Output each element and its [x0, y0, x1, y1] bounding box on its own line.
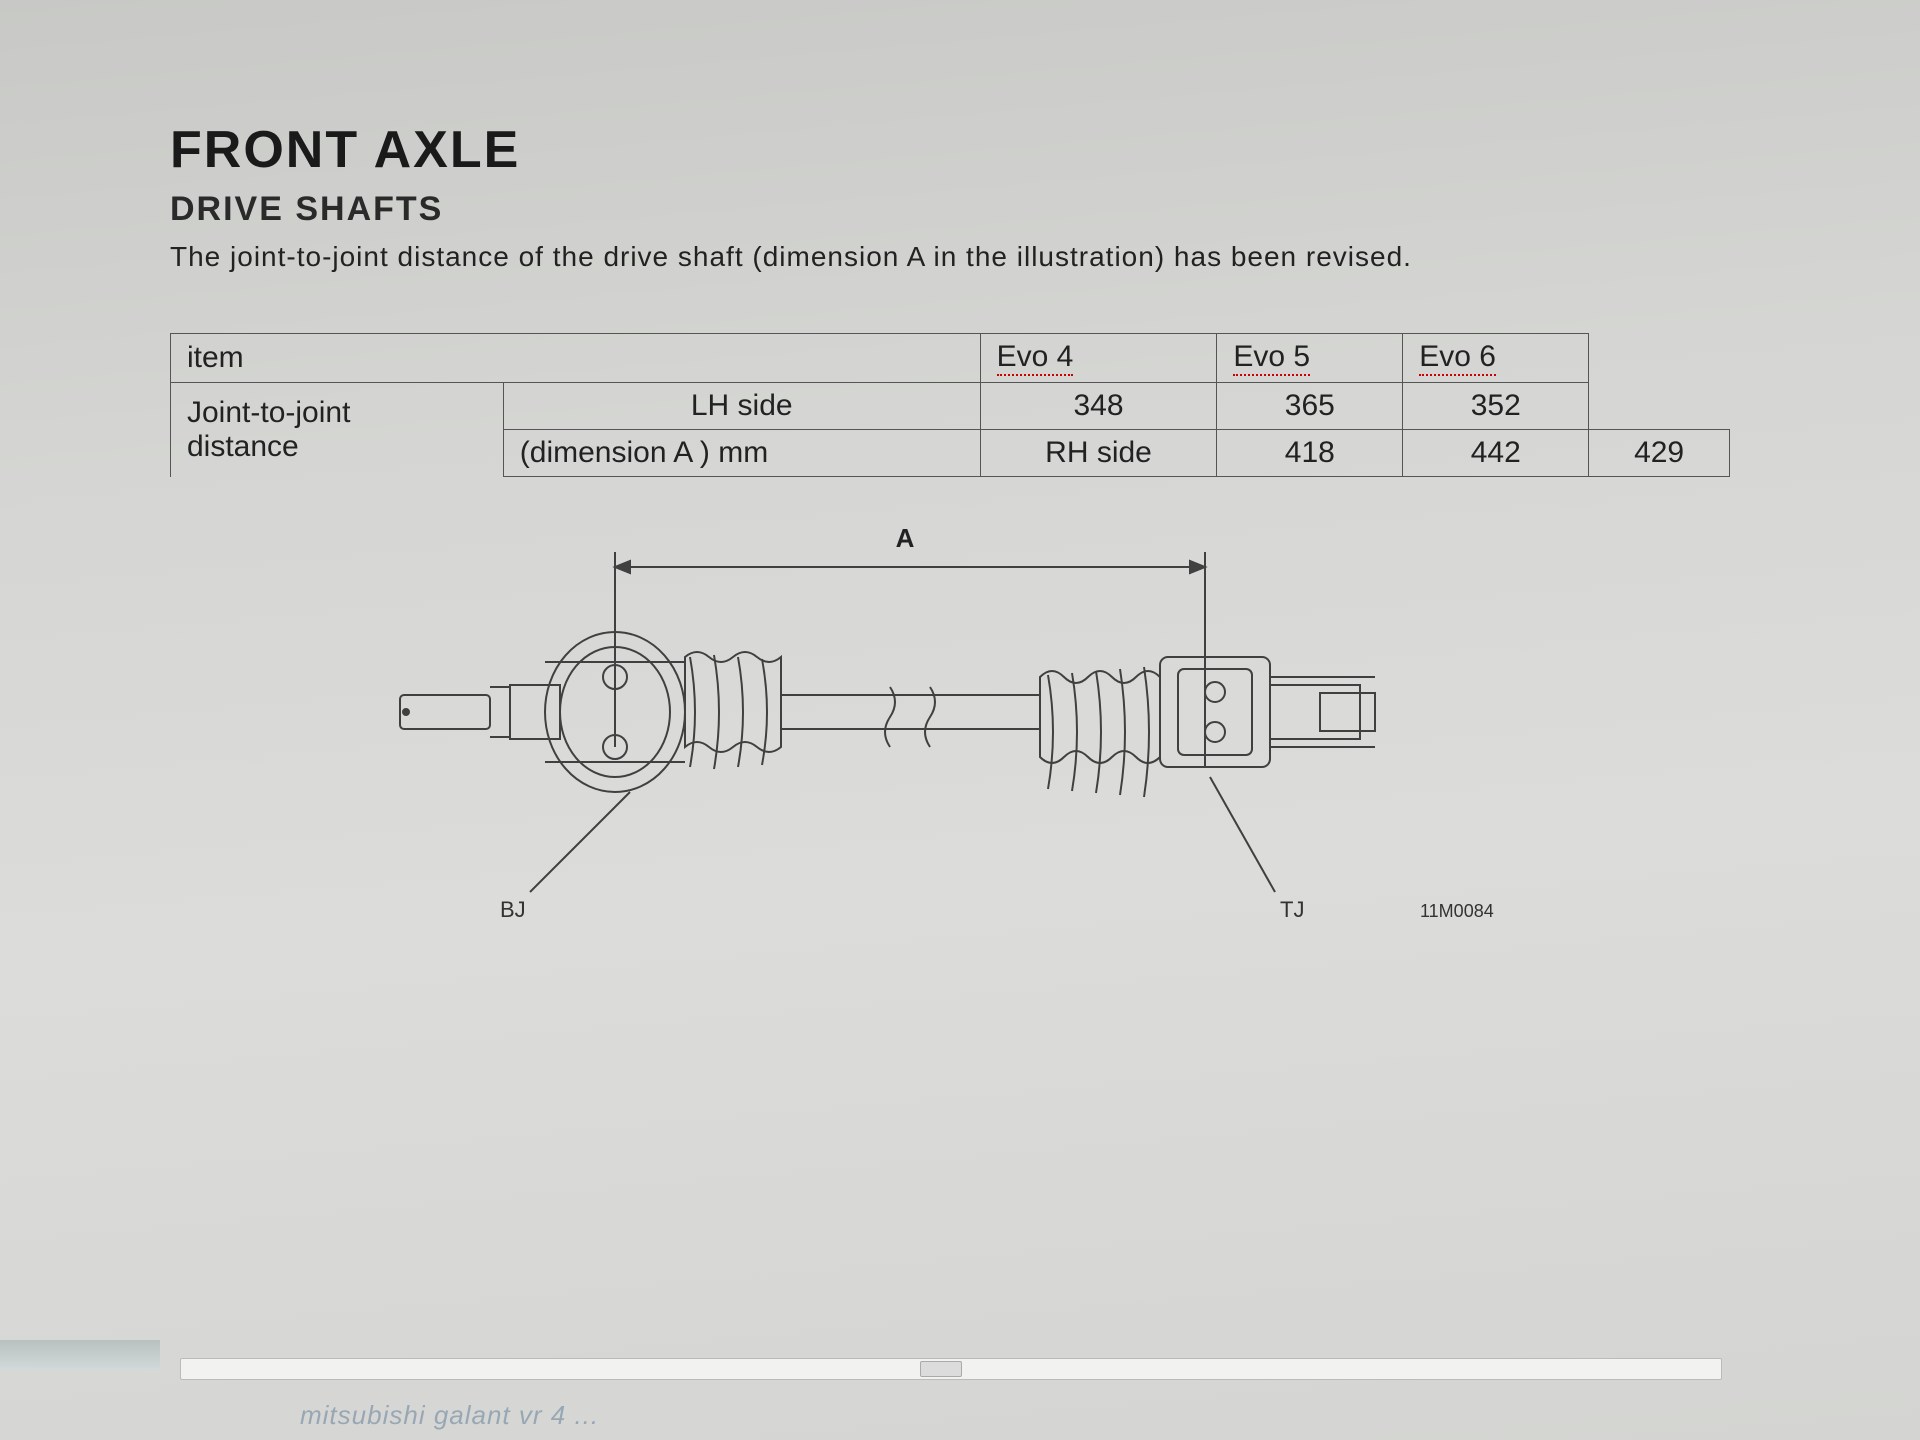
table-header-evo4: Evo 4 — [980, 334, 1217, 383]
drive-shaft-svg: A — [170, 497, 1730, 947]
table-cell: 365 — [1217, 383, 1403, 430]
intro-paragraph: The joint-to-joint distance of the drive… — [170, 241, 1770, 273]
table-header-evo5: Evo 5 — [1217, 334, 1403, 383]
content-area: FRONT AXLE DRIVE SHAFTS The joint-to-joi… — [170, 120, 1770, 947]
table-cell: 442 — [1403, 430, 1589, 477]
drive-shaft-diagram: A — [170, 497, 1730, 947]
document-page: FRONT AXLE DRIVE SHAFTS The joint-to-joi… — [0, 0, 1920, 1440]
table-cell: 348 — [980, 383, 1217, 430]
scrollbar-thumb[interactable] — [920, 1361, 962, 1377]
table-side-lh: LH side — [503, 383, 980, 430]
table-cell: 418 — [1217, 430, 1403, 477]
section-title: DRIVE SHAFTS — [170, 190, 1770, 229]
spec-table: item Evo 4 Evo 5 Evo 6 Joint-to-joint di… — [170, 333, 1730, 477]
page-title: FRONT AXLE — [170, 120, 1770, 180]
table-row-label-2: (dimension A ) mm — [503, 430, 980, 477]
tj-label: TJ — [1280, 897, 1304, 922]
table-row-label-1: Joint-to-joint distance — [171, 383, 504, 477]
dimension-a-label: A — [896, 523, 915, 553]
horizontal-scrollbar[interactable] — [180, 1358, 1722, 1380]
browser-tab-hint: mitsubishi galant vr 4 ... — [0, 1400, 900, 1440]
table-side-rh: RH side — [980, 430, 1217, 477]
table-cell: 352 — [1403, 383, 1589, 430]
table-header-item: item — [171, 334, 981, 383]
figure-id: 11M0084 — [1420, 901, 1494, 921]
window-edge — [0, 1340, 160, 1370]
table-header-evo6: Evo 6 — [1403, 334, 1589, 383]
table-cell: 429 — [1589, 430, 1730, 477]
bj-label: BJ — [500, 897, 526, 922]
